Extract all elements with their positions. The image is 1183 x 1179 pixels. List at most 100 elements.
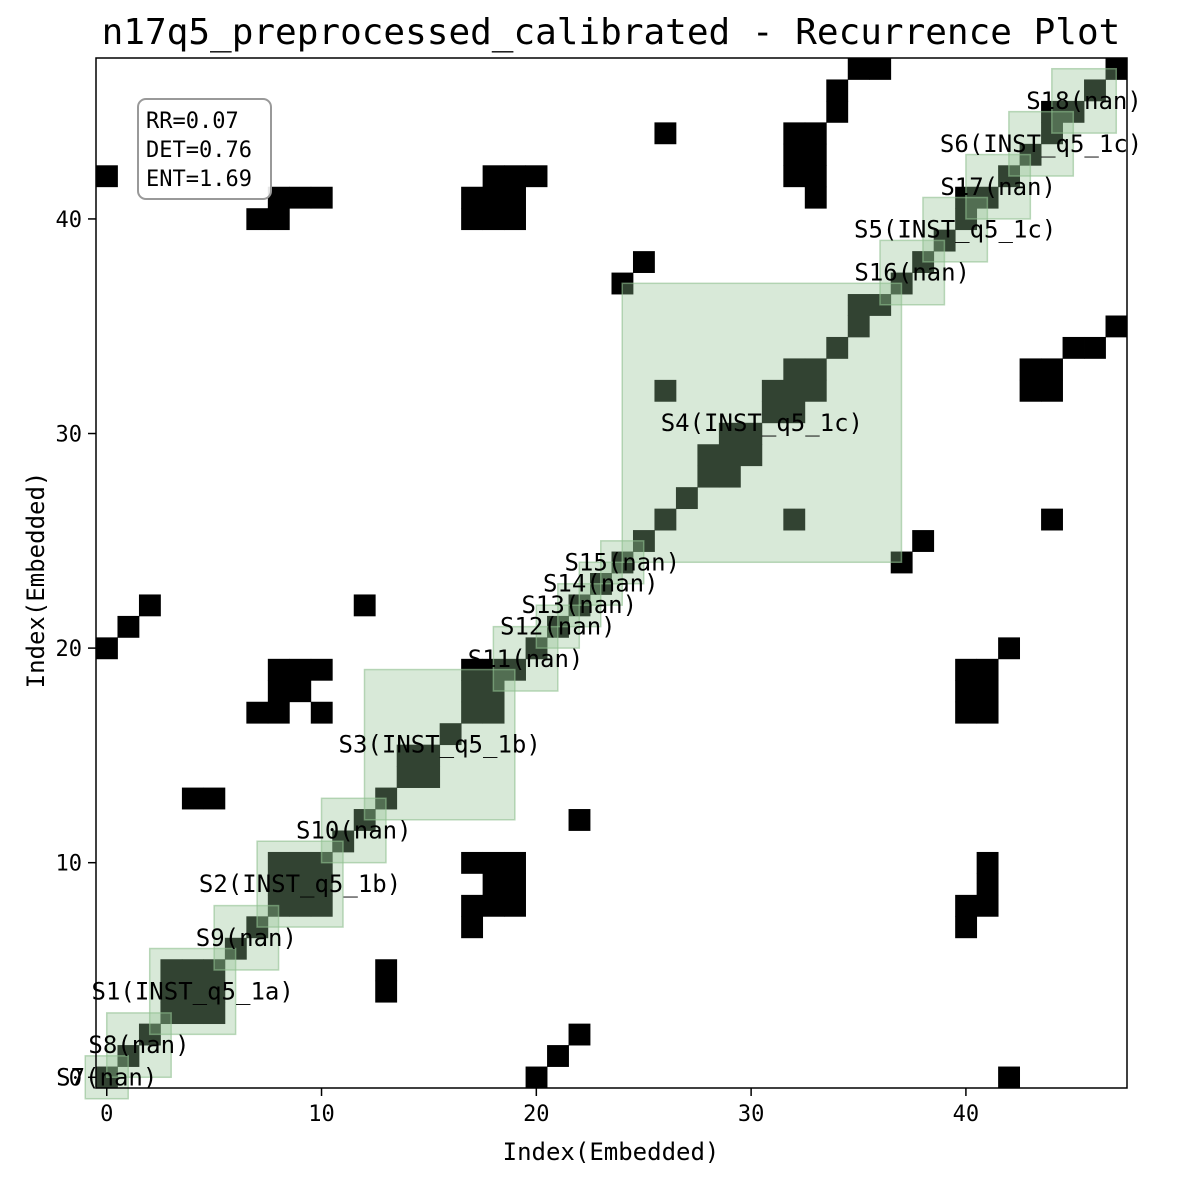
recurrence-cell (289, 894, 312, 917)
y-tick-label: 40 (56, 208, 83, 233)
recurrence-cell (654, 379, 677, 402)
x-tick-label: 10 (308, 1102, 335, 1127)
recurrence-cell (461, 186, 484, 209)
recurrence-cell (504, 894, 526, 917)
segment-label: S12(nan) (500, 613, 616, 641)
recurrence-cell (96, 637, 118, 660)
plot-area: S7(nan) S8(nan) S1(INST_q5_1a) S9(nan) S2(IN… (56, 57, 1142, 1127)
recurrence-cell (847, 294, 870, 316)
segment-box (965, 153, 1032, 220)
recurrence-cell (976, 873, 999, 896)
recurrence-cell (804, 379, 827, 402)
recurrence-cell (568, 1023, 591, 1046)
recurrence-cell (1041, 379, 1063, 402)
segment-label: S8(nan) (88, 1031, 189, 1059)
stat-rr: RR=0.07 (146, 109, 239, 134)
recurrence-cell (504, 851, 526, 874)
recurrence-cell (761, 379, 784, 402)
recurrence-cell (482, 165, 505, 188)
recurrence-cell (826, 100, 849, 123)
recurrence-cell (267, 851, 290, 874)
recurrence-cell (718, 422, 741, 445)
recurrence-cell (267, 186, 290, 209)
segment-label: S4(INST_q5_1c) (661, 409, 863, 437)
recurrence-cell (310, 658, 333, 681)
recurrence-cell (289, 680, 312, 703)
recurrence-cell (396, 766, 419, 788)
recurrence-cell (783, 358, 806, 381)
recurrence-cell (826, 336, 849, 359)
y-tick-label: 0 (69, 1066, 82, 1091)
segment-label: S16(nan) (854, 259, 970, 287)
recurrence-cell (504, 208, 526, 231)
recurrence-cell (289, 186, 312, 209)
recurrence-cell (267, 658, 290, 681)
segment-label: S10(nan) (296, 817, 412, 845)
segment-box (1008, 110, 1075, 177)
recurrence-cell (160, 980, 183, 1003)
recurrence-cell (461, 916, 484, 939)
recurrence-cell (267, 873, 290, 896)
recurrence-cell (976, 658, 999, 681)
recurrence-cell (461, 851, 484, 874)
segment-box (922, 196, 989, 263)
segment-label: S2(INST_q5_1b) (199, 870, 401, 898)
recurrence-cell (783, 379, 806, 402)
segment-label: S15(nan) (564, 548, 680, 576)
plot-frame (95, 57, 1128, 1089)
recurrence-cell (138, 594, 161, 617)
segment-box (320, 797, 387, 864)
recurrence-cell (1019, 358, 1042, 381)
recurrence-cell (804, 186, 827, 209)
recurrence-cell (632, 251, 655, 273)
recurrence-cell (310, 186, 333, 209)
segment-box (105, 1012, 172, 1079)
recurrence-cell (504, 165, 526, 188)
recurrence-cell (740, 444, 763, 467)
recurrence-cell (783, 143, 806, 166)
recurrence-cell (439, 723, 462, 746)
recurrence-cell (289, 851, 312, 874)
recurrence-cell (976, 851, 999, 874)
recurrence-cell (117, 615, 140, 638)
recurrence-cell (783, 165, 806, 188)
recurrence-cell (1084, 79, 1106, 102)
segment-label: S3(INST_q5_1b) (339, 731, 541, 759)
recurrence-cell (804, 122, 827, 145)
recurrence-cell (482, 186, 505, 209)
recurrence-cell (955, 894, 978, 917)
segment-box (256, 840, 344, 928)
y-axis-label: Index(Embedded) (22, 472, 50, 689)
segment-label: S6(INST_q5_1c) (940, 130, 1142, 158)
recurrence-cell (718, 465, 741, 488)
recurrence-cell (826, 79, 849, 102)
segment-label: S13(nan) (521, 591, 637, 619)
recurrence-cell (998, 637, 1021, 660)
recurrence-cell (1105, 315, 1128, 338)
recurrence-cell (976, 894, 999, 917)
segment-label: S9(nan) (196, 924, 297, 952)
x-tick-label: 30 (738, 1102, 765, 1127)
recurrence-cell (568, 809, 591, 831)
recurrence-cell (353, 594, 376, 617)
recurrence-cell (1041, 508, 1063, 531)
recurrence-cell (654, 508, 677, 531)
recurrence-cell (203, 787, 226, 810)
segment-label: S5(INST_q5_1c) (854, 216, 1056, 244)
recurrence-cell (482, 873, 505, 896)
recurrence-cell (740, 422, 763, 445)
recurrence-cell (976, 680, 999, 703)
recurrence-cell (783, 122, 806, 145)
segment-box (879, 239, 946, 306)
segment-label: S11(nan) (468, 645, 584, 673)
segment-box (148, 947, 237, 1036)
recurrence-cell (246, 701, 269, 724)
recurrence-cell (697, 465, 720, 488)
recurrence-cell (525, 165, 548, 188)
recurrence-cell (998, 1066, 1021, 1089)
segment-box (621, 282, 903, 564)
recurrence-cell (461, 680, 484, 703)
recurrence-cell (697, 444, 720, 467)
recurrence-cell (976, 701, 999, 724)
x-tick-label: 20 (523, 1102, 550, 1127)
